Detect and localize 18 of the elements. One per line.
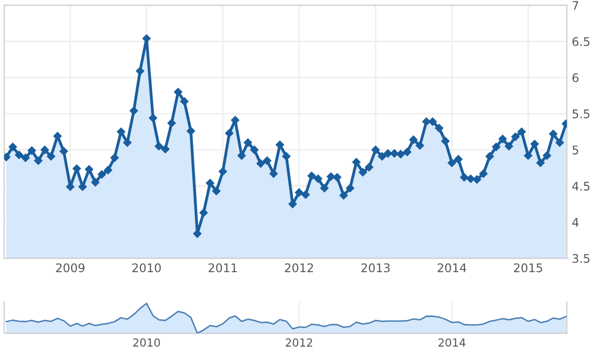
y-tick-label: 5.5 xyxy=(572,110,590,118)
x-tick-label: 2012 xyxy=(286,338,312,347)
y-tick-label: 6 xyxy=(572,73,578,82)
x-tick-label: 2009 xyxy=(56,263,84,272)
x-tick-label: 2014 xyxy=(438,263,466,272)
y-tick-label: 3.5 xyxy=(572,254,590,263)
y-tick-label: 6.5 xyxy=(572,37,590,46)
y-tick-label: 4 xyxy=(572,218,579,227)
y-tick-label: 4.5 xyxy=(572,182,590,191)
y-tick-label: 5 xyxy=(572,146,578,154)
y-tick-label: 7 xyxy=(572,1,578,10)
x-tick-label: 2012 xyxy=(284,263,313,272)
x-tick-label: 2010 xyxy=(132,263,161,272)
x-tick-label: 2014 xyxy=(438,338,466,347)
x-tick-label: 2015 xyxy=(514,263,542,272)
x-tick-label: 2011 xyxy=(208,263,237,272)
x-tick-label: 2013 xyxy=(361,263,390,272)
x-tick-label: 2010 xyxy=(133,338,160,347)
